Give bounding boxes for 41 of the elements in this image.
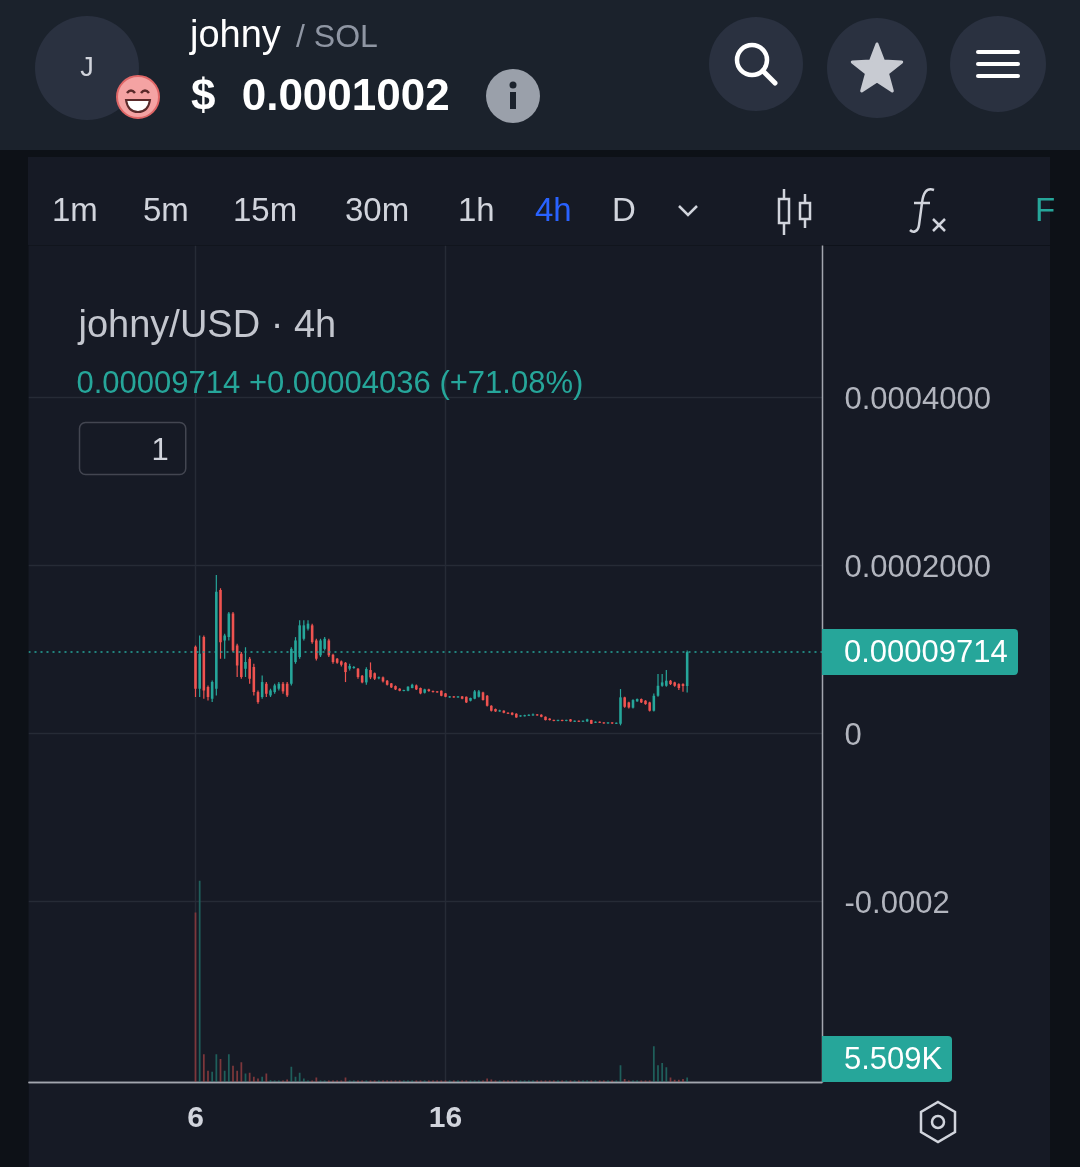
candlestick (494, 707, 497, 713)
text: 5.509K (822, 1036, 953, 1082)
y-tick-label: 0.0002000 (844, 548, 992, 584)
text: 30m (345, 191, 410, 229)
text: 5m (143, 191, 189, 229)
text: 15m (233, 191, 298, 229)
candlestick (544, 715, 547, 722)
y-tick-label: -0.0002 (844, 884, 950, 920)
candlestick (240, 651, 243, 680)
text: 1h (458, 191, 495, 229)
text: johny (190, 13, 281, 57)
candlestick (569, 718, 572, 723)
text: 1m (52, 191, 98, 229)
text: 0.00009714 +0.00004036 (+71.08%) (76, 365, 584, 400)
text: johny/USD · 4h (77, 302, 337, 345)
y-tick-label: 0 (844, 716, 862, 752)
candlestick (219, 587, 222, 660)
candlestick (248, 656, 251, 685)
candlestick (594, 720, 597, 724)
candlestick (344, 661, 347, 683)
candlestick (419, 686, 422, 695)
text: J (80, 52, 94, 84)
text: $ 0.0001002 (191, 69, 450, 121)
candlestick (369, 661, 372, 680)
candlestick (519, 714, 522, 718)
text: 4h (535, 191, 572, 229)
annotation: 1 (151, 431, 169, 467)
text: / SOL (296, 17, 378, 55)
candlestick (669, 679, 672, 686)
text: D (612, 191, 636, 229)
text: F (1035, 191, 1056, 229)
candlestick (394, 684, 397, 691)
x-tick-label: 6 (187, 1099, 204, 1133)
candlestick (269, 688, 272, 698)
candlestick (315, 638, 318, 661)
candlestick (194, 644, 197, 698)
candlestick (444, 692, 447, 698)
ref-line-label: 0.00009714 (822, 628, 1018, 675)
x-tick-label: 16 (428, 1099, 463, 1133)
candlestick (619, 688, 622, 726)
y-tick-label: 0.0004000 (844, 380, 992, 416)
